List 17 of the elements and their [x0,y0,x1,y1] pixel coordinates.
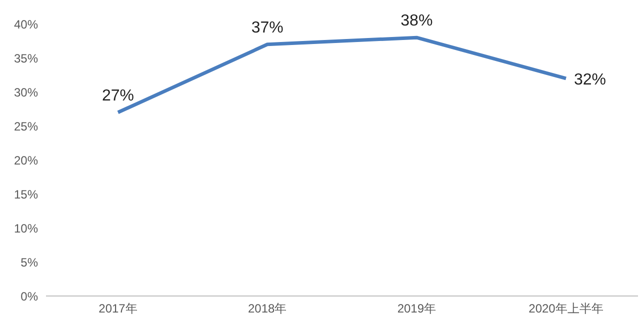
y-tick-label: 5% [20,255,38,270]
y-tick-label: 35% [14,51,38,66]
y-tick-label: 0% [20,289,38,304]
y-tick-label: 10% [14,221,38,236]
data-label: 32% [574,71,606,88]
y-tick-label: 25% [14,119,38,134]
data-label: 27% [102,87,134,104]
y-tick-label: 40% [14,17,38,32]
x-tick-label: 2020年上半年 [528,302,604,316]
y-tick-label: 15% [14,187,38,202]
x-tick-label: 2019年 [397,302,436,316]
x-tick-label: 2018年 [248,302,287,316]
data-label: 37% [251,19,284,36]
y-tick-label: 20% [14,153,38,168]
y-tick-label: 30% [14,85,38,100]
data-label: 38% [400,12,433,30]
x-tick-label: 2017年 [98,302,138,316]
